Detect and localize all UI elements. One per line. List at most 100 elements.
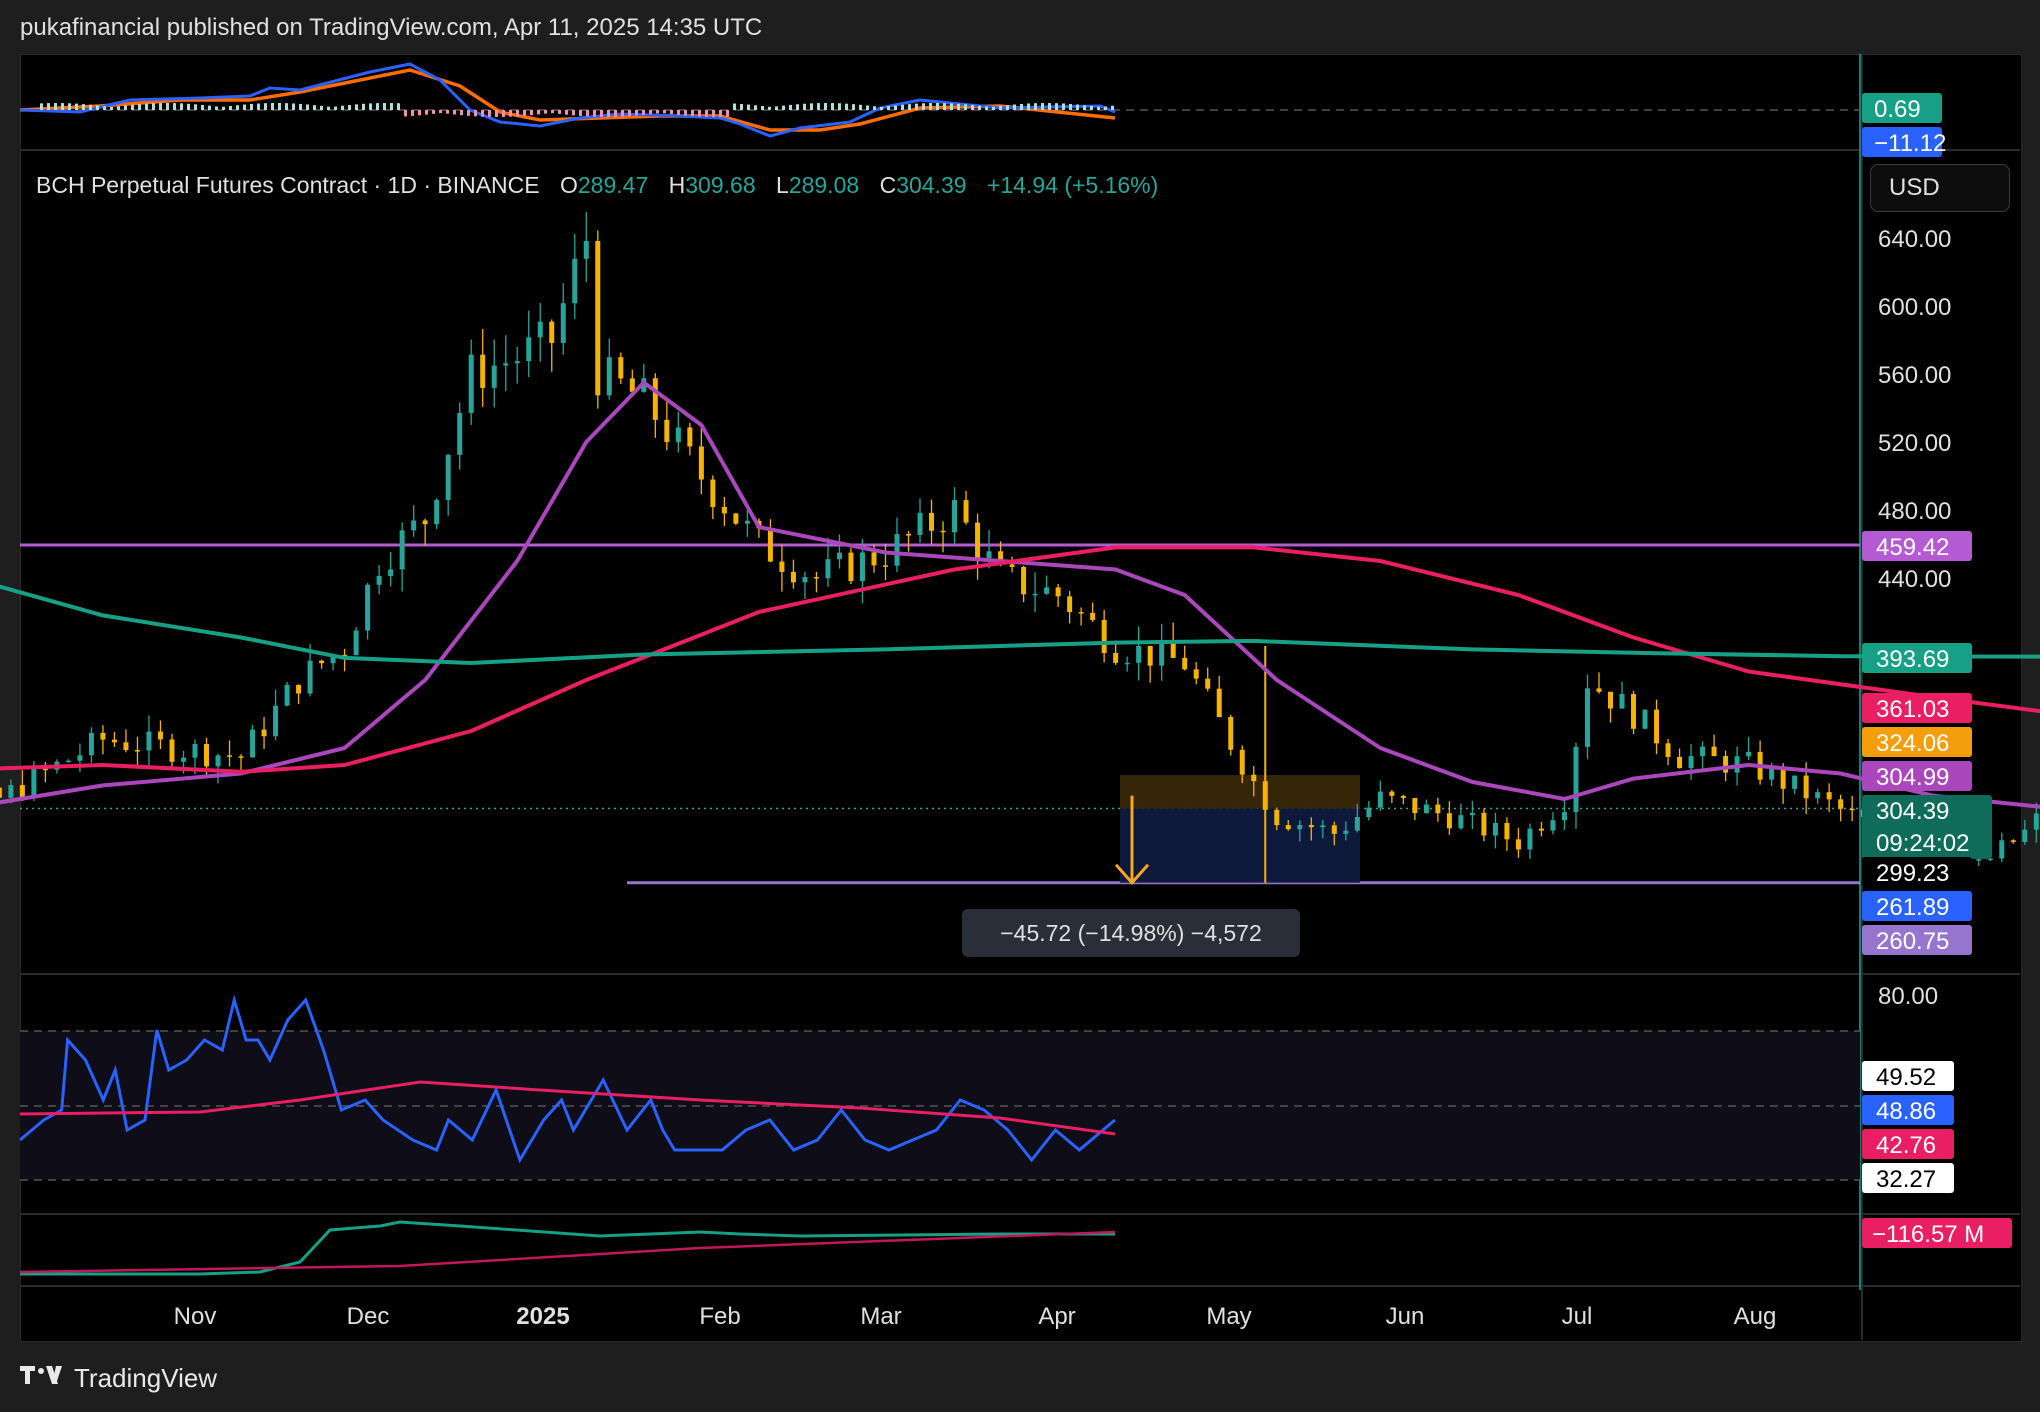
price-badge — [1862, 857, 1972, 887]
macd-histogram-bar — [82, 104, 85, 110]
macd-histogram-bar — [390, 103, 393, 110]
macd-histogram-bar — [124, 105, 127, 110]
candle-body — [192, 744, 198, 758]
candle-body — [19, 785, 25, 798]
macd-histogram-bar — [1041, 103, 1044, 110]
candle-body — [77, 755, 83, 761]
candle-body — [779, 561, 785, 572]
time-axis-label: Mar — [860, 1303, 901, 1330]
price-badge — [1862, 795, 1992, 859]
tv-logo-icon[interactable] — [20, 1363, 64, 1394]
macd-histogram-bar — [236, 105, 239, 110]
rsi-ma-line — [19, 1080, 1116, 1136]
candle-body — [1124, 662, 1130, 665]
macd-histogram-bar — [1090, 105, 1093, 110]
macd-histogram-bar — [698, 110, 701, 117]
candle-body — [1700, 746, 1706, 757]
candle-body — [917, 512, 923, 535]
candle-body — [353, 630, 359, 656]
candle-body — [859, 552, 865, 581]
candle-body — [998, 551, 1004, 565]
candle-body — [687, 427, 693, 447]
candle-body — [330, 654, 336, 664]
candle-body — [1780, 768, 1786, 789]
candle-body — [963, 500, 969, 523]
macd-histogram-bar — [789, 104, 792, 110]
macd-histogram-bar — [159, 103, 162, 110]
macd-histogram-bar — [460, 110, 463, 116]
candle-body — [572, 258, 578, 304]
candle-body — [388, 569, 394, 576]
macd-histogram-bar — [705, 110, 708, 117]
time-axis-label: 2025 — [516, 1303, 569, 1330]
price-badge-label: 324.06 — [1876, 730, 1949, 757]
candle-body — [1608, 691, 1614, 709]
macd-histogram-bar — [320, 105, 323, 110]
candle-body — [1285, 825, 1291, 830]
macd-histogram-bar — [593, 110, 596, 117]
brand-name[interactable]: TradingView — [74, 1362, 218, 1393]
candle-body — [583, 241, 589, 259]
macd-histogram-bar — [376, 103, 379, 110]
candles — [0, 212, 2039, 873]
candle-body — [342, 654, 348, 657]
macd-histogram-bar — [733, 103, 736, 110]
candle-body — [906, 534, 912, 536]
candle-body — [940, 530, 946, 533]
macd-histogram-bar — [1006, 105, 1009, 110]
legend-low-label: L — [776, 172, 789, 198]
macd-histogram-bar — [495, 110, 498, 117]
macd-histogram-bar — [887, 106, 890, 110]
macd-histogram-bar — [285, 103, 288, 110]
macd-histogram-bar — [999, 105, 1002, 110]
candle-body — [825, 559, 831, 579]
candle-body — [1573, 746, 1579, 813]
candle-body — [1182, 657, 1188, 670]
macd-histogram-bar — [852, 104, 855, 110]
candle-body — [468, 354, 474, 413]
macd-histogram-bar — [880, 106, 883, 110]
candle-body — [307, 660, 313, 694]
candle-body — [733, 513, 739, 524]
price-badge-label: 304.99 — [1876, 764, 1949, 791]
macd-histogram-bar — [747, 104, 750, 110]
macd-histogram-bar — [327, 106, 330, 110]
macd-histogram-bar — [271, 103, 274, 110]
macd-histogram-bar — [649, 110, 652, 115]
macd-histogram-bar — [355, 104, 358, 110]
macd-histogram-bar — [1104, 106, 1107, 110]
macd-histogram-bar — [432, 110, 435, 114]
macd-histogram-bar — [908, 104, 911, 110]
macd-histogram-bar — [796, 104, 799, 110]
legend-close: 304.39 — [896, 172, 967, 198]
macd-histogram-bar — [978, 105, 981, 110]
candle-body — [698, 446, 704, 480]
macd-histogram-bar — [208, 105, 211, 110]
candle-body — [1584, 688, 1590, 747]
candle-body — [42, 768, 48, 771]
macd-histogram-bar — [117, 106, 120, 110]
macd-histogram-bar — [1055, 103, 1058, 110]
candle-body — [1320, 825, 1326, 828]
macd-histogram-bar — [775, 106, 778, 110]
ma-mid-line — [0, 545, 2040, 774]
macd-histogram-bar — [152, 103, 155, 110]
macd-histogram-bar — [565, 110, 568, 115]
candle-body — [1136, 645, 1142, 663]
candle-body — [146, 731, 152, 751]
rsi-badge-label: 49.52 — [1876, 1064, 1936, 1091]
macd-histogram-bar — [250, 103, 253, 110]
candle-body — [1228, 717, 1234, 750]
candle-body — [549, 321, 555, 343]
candle-body — [88, 732, 94, 756]
currency-button[interactable]: USD — [1870, 164, 2010, 212]
macd-histogram-bar — [404, 110, 407, 117]
candle-body — [1654, 709, 1660, 744]
macd-histogram-bar — [313, 105, 316, 110]
candle-body — [2022, 829, 2028, 842]
legend-symbol[interactable]: BCH Perpetual Futures Contract · 1D · BI… — [36, 172, 540, 198]
macd-histogram-bar — [166, 103, 169, 110]
macd-histogram-bar — [740, 103, 743, 110]
macd-histogram-bar — [768, 106, 771, 110]
